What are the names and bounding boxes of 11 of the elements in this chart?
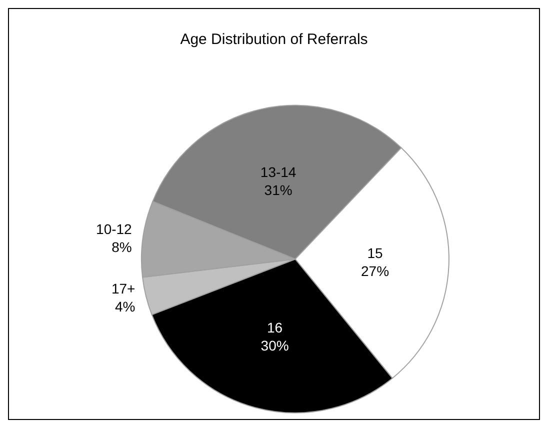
- data-label: 31%: [264, 182, 292, 198]
- slice-label: 13-14: [260, 164, 296, 180]
- slice-label: 16: [267, 319, 283, 336]
- slice-label: 15: [367, 245, 384, 262]
- data-label: 4%: [114, 298, 136, 315]
- data-label: 27%: [361, 263, 390, 280]
- data-label: 8%: [112, 238, 132, 255]
- data-label: 30%: [260, 337, 289, 354]
- slice-label: 10-12: [96, 220, 132, 237]
- slice-label: 17+: [111, 280, 136, 297]
- chart-title: Age Distribution of Referrals: [180, 31, 368, 48]
